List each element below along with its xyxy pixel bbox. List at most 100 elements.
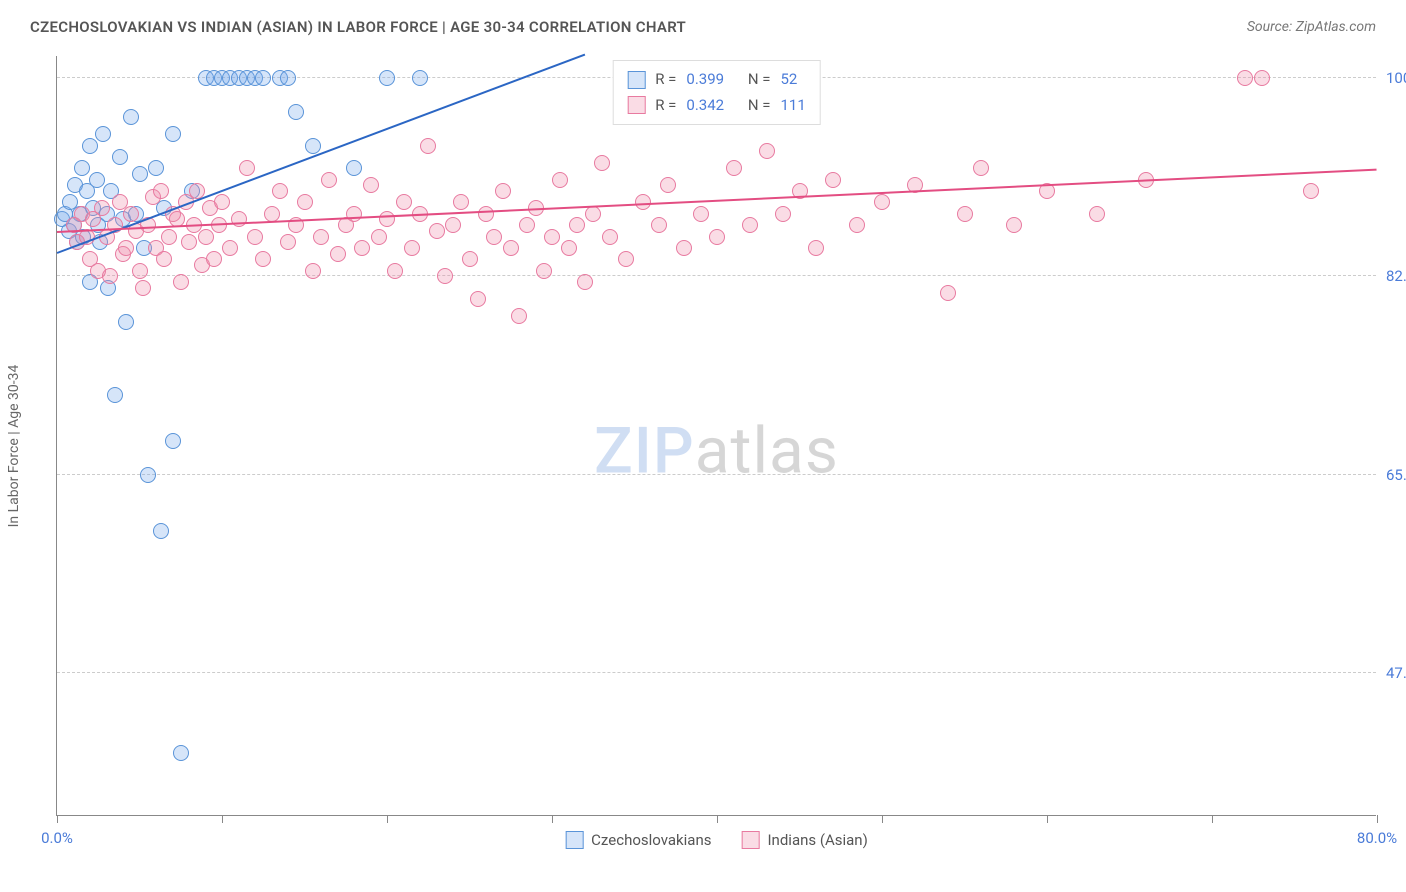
x-tick xyxy=(882,815,883,823)
legend-row-czech: R = 0.399 N = 52 xyxy=(627,67,806,93)
data-point xyxy=(173,274,189,290)
data-point xyxy=(602,229,618,245)
data-point xyxy=(486,229,502,245)
scatter-chart: ZIPatlas R = 0.399 N = 52 R = 0.342 N = … xyxy=(56,56,1376,816)
x-tick xyxy=(1047,815,1048,823)
data-point xyxy=(651,217,667,233)
data-point xyxy=(123,109,139,125)
data-point xyxy=(470,291,486,307)
data-point xyxy=(693,206,709,222)
gridline xyxy=(57,474,1376,475)
data-point xyxy=(429,223,445,239)
swatch-czech xyxy=(565,831,583,849)
source-attribution: Source: ZipAtlas.com xyxy=(1247,19,1376,35)
data-point xyxy=(1237,70,1253,86)
data-point xyxy=(511,308,527,324)
data-point xyxy=(354,240,370,256)
data-point xyxy=(156,251,172,267)
data-point xyxy=(1089,206,1105,222)
data-point xyxy=(102,268,118,284)
data-point xyxy=(346,206,362,222)
data-point xyxy=(742,217,758,233)
data-point xyxy=(231,211,247,227)
data-point xyxy=(206,251,222,267)
data-point xyxy=(153,523,169,539)
data-point xyxy=(519,217,535,233)
data-point xyxy=(112,149,128,165)
data-point xyxy=(346,160,362,176)
watermark: ZIPatlas xyxy=(594,413,839,488)
data-point xyxy=(148,160,164,176)
data-point xyxy=(305,263,321,279)
data-point xyxy=(181,234,197,250)
data-point xyxy=(552,172,568,188)
trend-line xyxy=(57,53,586,253)
data-point xyxy=(379,211,395,227)
data-point xyxy=(726,160,742,176)
data-point xyxy=(503,240,519,256)
data-point xyxy=(330,246,346,262)
correlation-legend: R = 0.399 N = 52 R = 0.342 N = 111 xyxy=(612,60,821,125)
x-tick xyxy=(57,815,58,823)
data-point xyxy=(135,280,151,296)
data-point xyxy=(849,217,865,233)
data-point xyxy=(478,206,494,222)
data-point xyxy=(82,138,98,154)
data-point xyxy=(123,206,139,222)
data-point xyxy=(412,70,428,86)
data-point xyxy=(379,70,395,86)
data-point xyxy=(94,200,110,216)
x-tick xyxy=(717,815,718,823)
data-point xyxy=(676,240,692,256)
data-point xyxy=(198,229,214,245)
data-point xyxy=(973,160,989,176)
legend-item-czech: Czechoslovakians xyxy=(565,831,711,849)
data-point xyxy=(74,160,90,176)
y-tick-label: 100.0% xyxy=(1386,69,1406,87)
swatch-indian xyxy=(741,831,759,849)
data-point xyxy=(132,166,148,182)
data-point xyxy=(544,229,560,245)
y-tick-label: 82.5% xyxy=(1386,267,1406,285)
y-tick-label: 47.5% xyxy=(1386,664,1406,682)
data-point xyxy=(95,126,111,142)
data-point xyxy=(247,229,263,245)
data-point xyxy=(297,194,313,210)
chart-title: CZECHOSLOVAKIAN VS INDIAN (ASIAN) IN LAB… xyxy=(30,18,686,36)
x-tick xyxy=(1377,815,1378,823)
x-tick-label: 0.0% xyxy=(41,829,73,847)
data-point xyxy=(437,268,453,284)
data-point xyxy=(214,194,230,210)
x-tick xyxy=(1212,815,1213,823)
data-point xyxy=(107,387,123,403)
data-point xyxy=(321,172,337,188)
x-tick xyxy=(222,815,223,823)
gridline xyxy=(57,275,1376,276)
legend-row-indian: R = 0.342 N = 111 xyxy=(627,93,806,119)
legend-item-indian: Indians (Asian) xyxy=(741,831,867,849)
swatch-czech xyxy=(627,71,645,89)
data-point xyxy=(825,172,841,188)
data-point xyxy=(1254,70,1270,86)
data-point xyxy=(280,70,296,86)
data-point xyxy=(132,263,148,279)
data-point xyxy=(396,194,412,210)
data-point xyxy=(594,155,610,171)
data-point xyxy=(775,206,791,222)
y-tick-label: 65.0% xyxy=(1386,466,1406,484)
data-point xyxy=(272,183,288,199)
data-point xyxy=(420,138,436,154)
data-point xyxy=(222,240,238,256)
data-point xyxy=(305,138,321,154)
data-point xyxy=(536,263,552,279)
x-tick-label: 80.0% xyxy=(1357,829,1397,847)
data-point xyxy=(957,206,973,222)
data-point xyxy=(165,433,181,449)
data-point xyxy=(118,240,134,256)
data-point xyxy=(371,229,387,245)
data-point xyxy=(118,314,134,330)
swatch-indian xyxy=(627,96,645,114)
y-axis-label: In Labor Force | Age 30-34 xyxy=(6,365,22,528)
x-tick xyxy=(552,815,553,823)
data-point xyxy=(577,274,593,290)
